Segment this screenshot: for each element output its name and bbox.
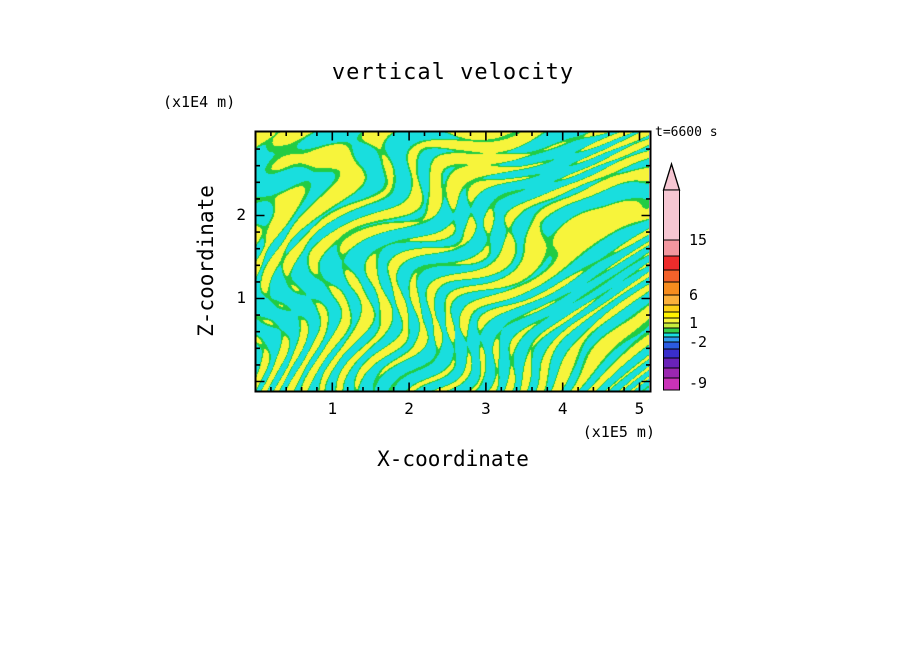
x-tick-label: 2 [404, 399, 414, 418]
x-axis-title: X-coordinate [377, 447, 529, 471]
colorbar-label: 1 [689, 314, 699, 332]
velocity-field-canvas [256, 132, 649, 391]
colorbar-label: -2 [689, 333, 708, 351]
y-tick-label: 2 [236, 204, 246, 224]
x-tick-label: 5 [634, 399, 645, 418]
y-axis-title: Z-coordinate [194, 185, 218, 337]
x-tick-label: 3 [481, 399, 491, 418]
plot-title: vertical velocity [331, 60, 575, 85]
y-axis-units: (x1E4 m) [163, 93, 236, 111]
x-tick-label: 1 [327, 399, 338, 418]
colorbar-label: 15 [689, 231, 708, 249]
x-axis-units: (x1E5 m) [582, 423, 655, 441]
x-tick-label: 4 [557, 399, 568, 418]
colorbar-label: -9 [689, 374, 708, 392]
time-annotation: t=6600 s [655, 125, 718, 140]
y-tick-label: 1 [236, 287, 246, 307]
colorbar [662, 161, 681, 391]
colorbar-label: 6 [689, 286, 699, 304]
